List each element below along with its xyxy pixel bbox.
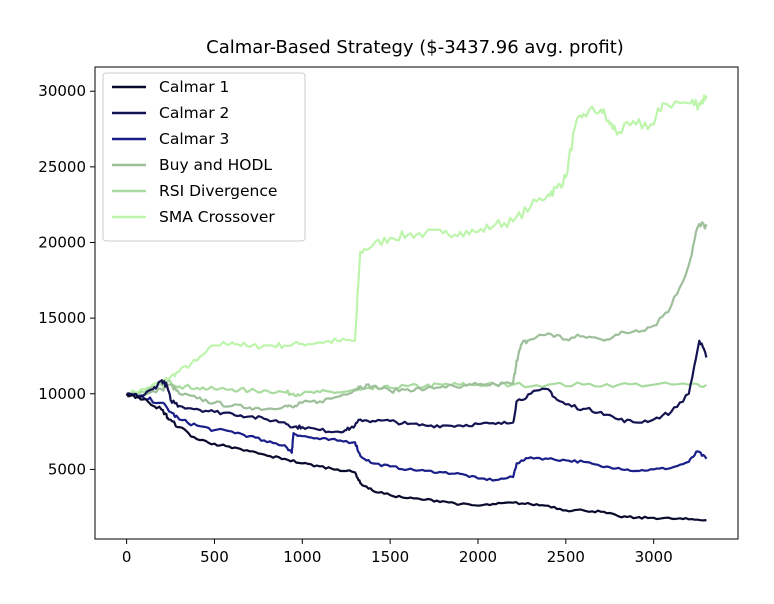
chart-title: Calmar-Based Strategy ($-3437.96 avg. pr… [206,37,624,58]
legend: Calmar 1 Calmar 2 Calmar 3 Buy and HODL RSI … [102,72,306,242]
x-tick-label: 1000 [283,548,321,566]
series-buy-and-hodl [126,221,708,411]
y-tick-label: 20000 [38,233,86,251]
x-tick-label: 1500 [371,548,409,566]
series-layer [125,94,708,522]
legend-label-calmar-3: Calmar 3 [159,130,229,148]
y-tick-label: 30000 [38,82,86,100]
x-tick-label: 3000 [635,548,673,566]
y-tick-label: 5000 [48,460,86,478]
series-calmar-2 [126,339,708,434]
axes-frame [94,66,739,540]
x-tick-label: 2500 [547,548,585,566]
series-calmar-3 [126,392,708,482]
legend-label-sma-crossover: SMA Crossover [159,208,275,226]
x-tick-label: 0 [122,548,132,566]
x-tick-label: 2000 [459,548,497,566]
y-tick-label: 10000 [38,385,86,403]
axes-layer: 0 500 1000 1500 2000 2500 3000 5000 10000 15000 20… [38,66,739,566]
series-calmar-1 [125,393,707,522]
legend-label-rsi-divergence: RSI Divergence [159,182,277,200]
legend-box [102,72,306,242]
x-tick-label: 500 [200,548,229,566]
legend-label-calmar-2: Calmar 2 [159,104,229,122]
legend-label-calmar-1: Calmar 1 [159,78,229,96]
y-tick-label: 15000 [38,309,86,327]
series-sma-crossover [126,94,708,397]
y-tick-label: 25000 [38,158,86,176]
legend-label-buy-and-hodl: Buy and HODL [159,156,272,174]
